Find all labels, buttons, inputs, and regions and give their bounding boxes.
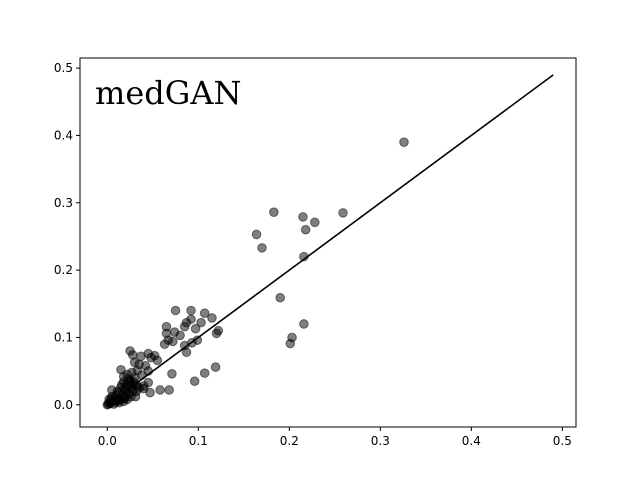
data-point <box>189 376 200 387</box>
data-point <box>199 368 210 378</box>
data-point <box>196 317 206 328</box>
x-tick-label: 0.0 <box>98 434 117 448</box>
data-point <box>106 393 116 404</box>
data-point <box>257 243 267 253</box>
data-point <box>207 313 217 323</box>
y-tick-label: 0.3 <box>54 196 73 210</box>
points-layer <box>102 137 409 410</box>
x-tick-label: 0.3 <box>371 434 390 448</box>
data-point <box>399 137 409 147</box>
data-point <box>210 362 221 372</box>
data-point <box>179 321 190 332</box>
reference-line <box>106 74 554 406</box>
y-tick-label: 0.2 <box>54 263 73 277</box>
data-point <box>299 251 309 262</box>
y-tick-label: 0.0 <box>54 398 73 412</box>
data-point <box>117 379 127 390</box>
data-point <box>155 385 165 395</box>
data-point <box>299 319 309 329</box>
data-point <box>285 338 296 349</box>
data-point <box>126 381 136 392</box>
y-axis: 0.0 0.1 0.2 0.3 0.4 0.5 <box>54 61 80 412</box>
x-tick-label: 0.4 <box>462 434 481 448</box>
data-point <box>338 208 348 218</box>
y-tick-label: 0.5 <box>54 61 73 75</box>
data-point <box>175 330 185 341</box>
reference-line-layer <box>106 74 554 406</box>
data-point <box>181 347 192 358</box>
data-point <box>251 229 262 240</box>
data-point <box>300 224 311 235</box>
data-point <box>159 339 170 349</box>
data-point <box>269 207 279 217</box>
data-point <box>167 369 177 379</box>
y-tick-label: 0.1 <box>54 330 73 344</box>
data-point <box>152 355 163 366</box>
y-tick-label: 0.4 <box>54 128 73 142</box>
data-point <box>168 336 178 347</box>
x-tick-label: 0.2 <box>280 434 299 448</box>
data-point <box>211 328 222 339</box>
data-point <box>298 212 308 222</box>
chart-annotation: medGAN <box>95 74 241 112</box>
data-point <box>186 305 196 316</box>
data-point <box>199 308 210 319</box>
data-point <box>170 305 181 316</box>
data-point <box>275 292 286 303</box>
data-point <box>134 383 144 393</box>
data-point <box>164 385 174 395</box>
x-tick-label: 0.5 <box>553 434 572 448</box>
x-axis: 0.0 0.1 0.2 0.3 0.4 0.5 <box>98 427 572 448</box>
data-point <box>310 217 320 228</box>
data-point <box>119 393 130 404</box>
data-point <box>190 323 201 334</box>
x-tick-label: 0.1 <box>189 434 208 448</box>
